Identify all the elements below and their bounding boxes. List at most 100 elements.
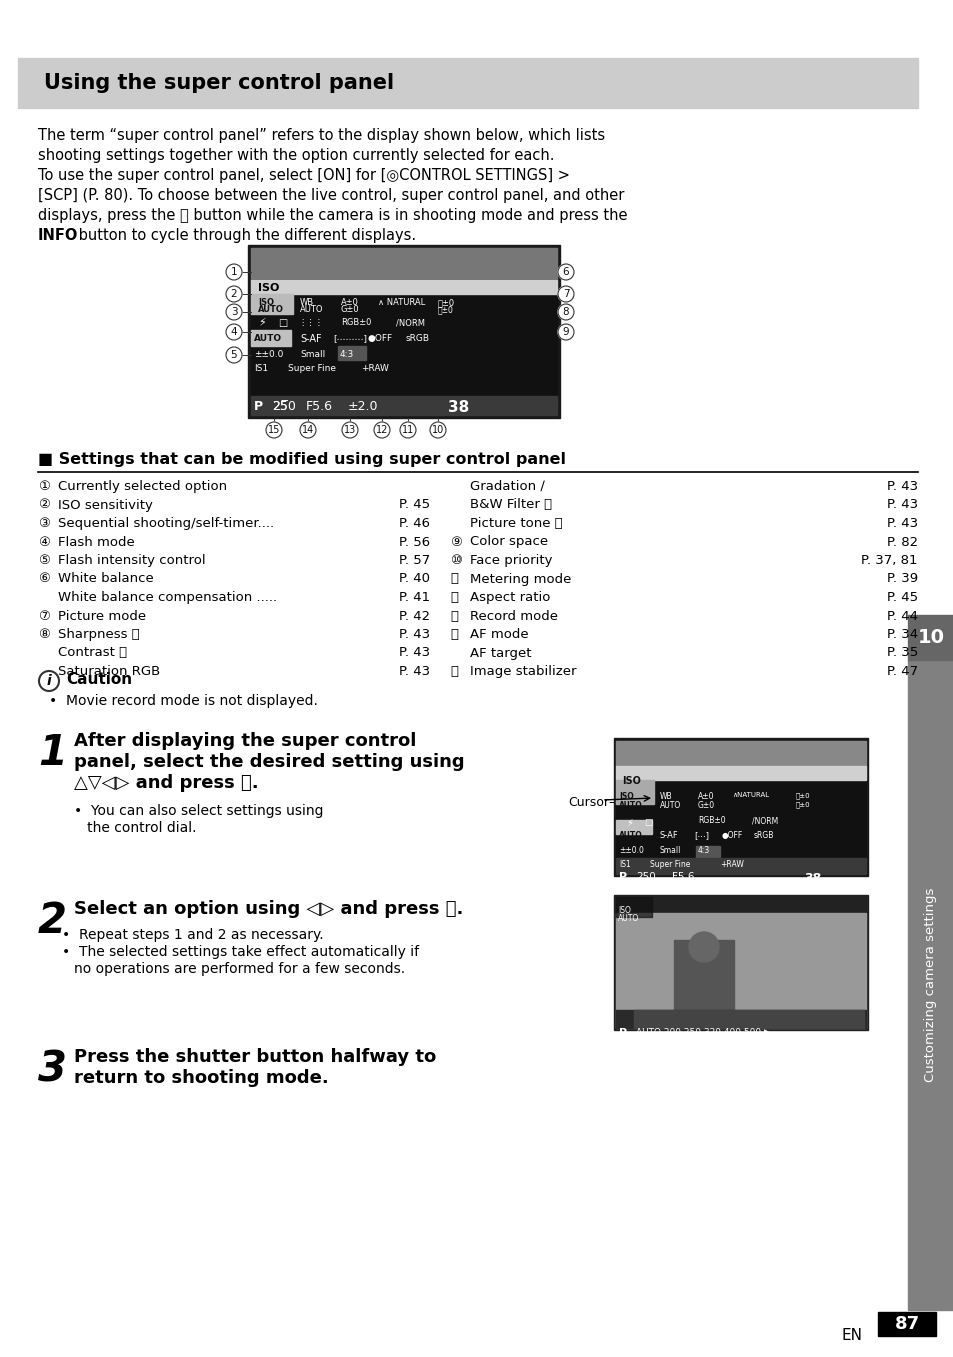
Text: The term “super control panel” refers to the display shown below, which lists: The term “super control panel” refers to…	[38, 128, 604, 142]
Bar	[673, 940, 733, 1010]
Text: sRGB: sRGB	[753, 830, 774, 840]
Text: To use the super control panel, select [ON] for [◎CONTROL SETTINGS] >: To use the super control panel, select […	[38, 168, 569, 183]
Text: ②: ②	[38, 498, 50, 512]
Bar	[614, 738, 867, 877]
Text: G±0: G±0	[340, 305, 359, 313]
Text: ⚡: ⚡	[257, 318, 266, 328]
Text: ⑪: ⑪	[450, 573, 457, 585]
Bar	[616, 765, 865, 780]
Text: Ⓣ±0: Ⓣ±0	[795, 792, 810, 799]
Text: Ⓣ±0: Ⓣ±0	[795, 801, 810, 807]
Text: ⑭: ⑭	[450, 628, 457, 641]
Text: 8: 8	[562, 307, 569, 318]
Text: AF target: AF target	[470, 646, 536, 660]
Circle shape	[558, 265, 574, 280]
Text: 9: 9	[562, 327, 569, 337]
Text: WB: WB	[659, 792, 672, 801]
Bar	[616, 1010, 865, 1029]
Text: Color space: Color space	[470, 536, 552, 548]
Text: Select an option using ◁▷ and press Ⓣ.: Select an option using ◁▷ and press Ⓣ.	[74, 900, 463, 917]
Text: 2: 2	[231, 289, 237, 299]
Text: ISO sensitivity: ISO sensitivity	[58, 498, 157, 512]
Text: Super Fine: Super Fine	[649, 860, 690, 868]
Text: ⑬: ⑬	[450, 609, 457, 623]
Text: AUTO: AUTO	[257, 305, 284, 313]
Text: Ⓣ±0: Ⓣ±0	[437, 299, 455, 307]
Text: ⋮⋮⋮: ⋮⋮⋮	[297, 318, 323, 327]
Text: Flash mode: Flash mode	[58, 536, 139, 548]
Text: •  Repeat steps 1 and 2 as necessary.: • Repeat steps 1 and 2 as necessary.	[62, 928, 323, 942]
Text: F5.6: F5.6	[306, 400, 333, 413]
Text: ⑦: ⑦	[38, 609, 50, 623]
Text: P: P	[253, 400, 263, 413]
Text: 4:3: 4:3	[339, 350, 354, 360]
Bar	[251, 280, 557, 294]
Text: Small: Small	[299, 350, 325, 360]
Text: shooting settings together with the option currently selected for each.: shooting settings together with the opti…	[38, 148, 554, 163]
Circle shape	[558, 324, 574, 341]
Text: S-AF: S-AF	[299, 334, 321, 345]
Circle shape	[688, 932, 719, 962]
Text: INFO: INFO	[38, 228, 78, 243]
Text: Sequential shooting/self-timer....: Sequential shooting/self-timer....	[58, 517, 274, 531]
Text: WB: WB	[299, 299, 314, 307]
Text: A±0: A±0	[698, 792, 714, 801]
Text: Picture tone Ⓣ: Picture tone Ⓣ	[470, 517, 562, 531]
Text: +RAW: +RAW	[720, 860, 743, 868]
Circle shape	[374, 422, 390, 438]
Text: Ⓣ±0: Ⓣ±0	[437, 305, 454, 313]
Text: Caution: Caution	[66, 672, 132, 687]
Text: G±0: G±0	[698, 801, 715, 810]
Text: 25̅: 25̅	[272, 400, 288, 413]
Bar	[614, 896, 867, 1030]
Text: ⑥: ⑥	[38, 573, 50, 585]
Text: no operations are performed for a few seconds.: no operations are performed for a few se…	[74, 962, 405, 976]
Text: IS1: IS1	[618, 860, 630, 868]
Text: 3: 3	[231, 307, 237, 318]
Text: 3: 3	[38, 1048, 67, 1090]
Text: 6: 6	[562, 267, 569, 277]
Text: F5.6: F5.6	[671, 873, 694, 882]
Circle shape	[341, 422, 357, 438]
Text: P. 45: P. 45	[398, 498, 430, 512]
Text: RGB±0: RGB±0	[698, 816, 725, 825]
Text: 250: 250	[272, 400, 295, 413]
Text: Customizing camera settings: Customizing camera settings	[923, 887, 937, 1082]
Text: 4:3: 4:3	[698, 845, 709, 855]
Text: 12: 12	[375, 425, 388, 436]
Circle shape	[266, 422, 282, 438]
Text: White balance compensation .....: White balance compensation .....	[58, 592, 276, 604]
Text: •  You can also select settings using: • You can also select settings using	[74, 803, 323, 818]
Bar	[616, 913, 865, 1029]
Text: P: P	[618, 873, 626, 882]
Text: ⑤: ⑤	[38, 554, 50, 567]
Text: P. 43: P. 43	[886, 480, 917, 493]
Text: 5: 5	[231, 350, 237, 360]
Text: i: i	[47, 674, 51, 688]
Text: P. 43: P. 43	[886, 517, 917, 531]
Circle shape	[399, 422, 416, 438]
Bar	[616, 858, 865, 874]
Circle shape	[558, 304, 574, 320]
Text: IS1: IS1	[253, 364, 268, 373]
Text: Metering mode: Metering mode	[470, 573, 575, 585]
Bar	[877, 1312, 935, 1337]
Text: ISO: ISO	[257, 284, 279, 293]
Text: S-AF: S-AF	[659, 830, 678, 840]
Text: AUTO: AUTO	[618, 801, 642, 810]
Text: EN: EN	[841, 1329, 862, 1343]
Text: Picture mode: Picture mode	[58, 609, 146, 623]
Bar	[248, 246, 559, 418]
Text: 4: 4	[231, 327, 237, 337]
Text: P. 47: P. 47	[886, 665, 917, 678]
Circle shape	[226, 265, 242, 280]
Text: After displaying the super control
panel, select the desired setting using
△▽◁▷ : After displaying the super control panel…	[74, 731, 464, 791]
Text: P. 39: P. 39	[886, 573, 917, 585]
Bar	[616, 778, 865, 874]
Text: ⑨: ⑨	[450, 536, 461, 548]
Text: A±0: A±0	[340, 299, 358, 307]
Circle shape	[558, 286, 574, 303]
Bar	[251, 280, 557, 396]
Text: P. 43: P. 43	[398, 646, 430, 660]
Text: □: □	[277, 318, 287, 328]
